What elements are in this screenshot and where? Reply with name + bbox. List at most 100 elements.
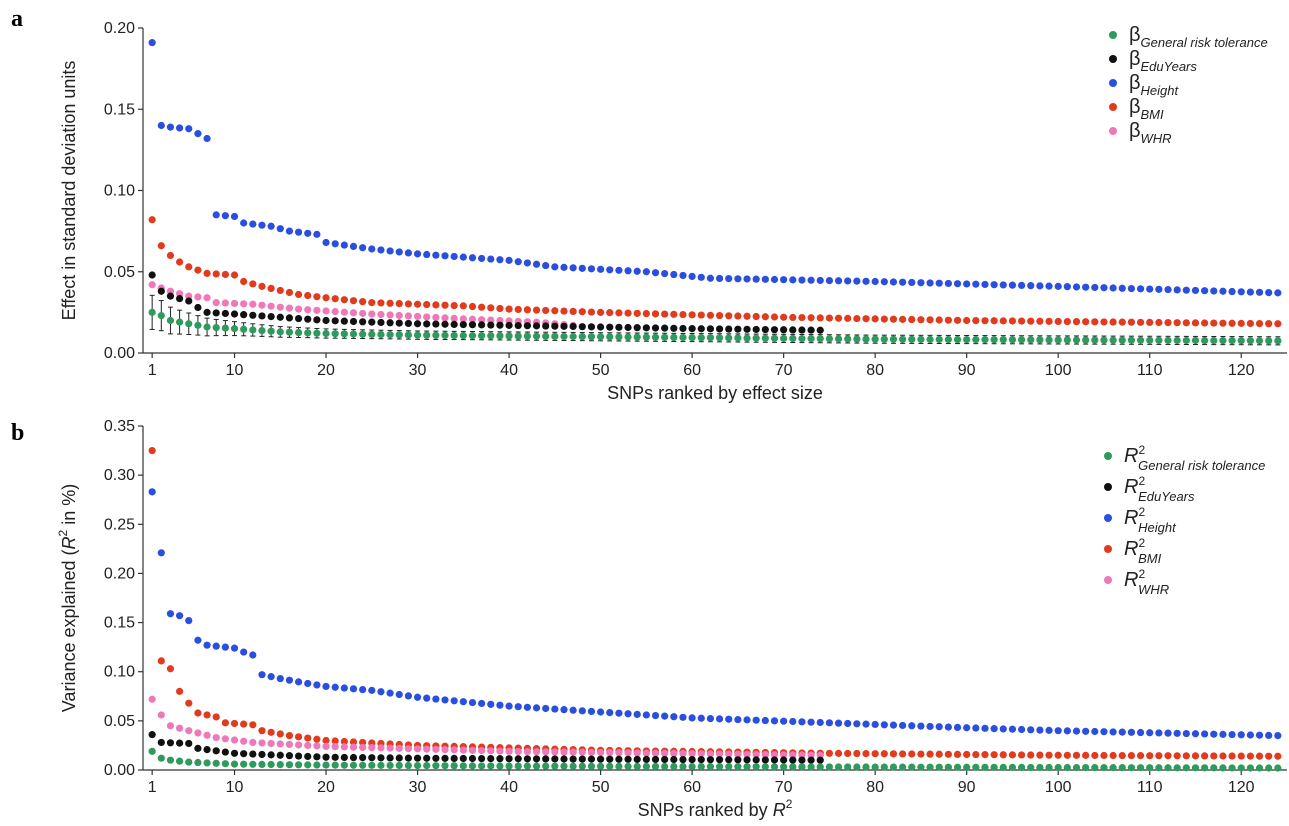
data-point [331, 743, 339, 751]
data-point [322, 682, 330, 691]
data-point [249, 280, 257, 288]
data-point [359, 754, 367, 762]
data-point [230, 644, 239, 652]
data-point [468, 254, 477, 262]
data-point [597, 333, 605, 341]
data-point [1182, 752, 1190, 760]
data-point [1109, 728, 1117, 736]
data-point [587, 707, 596, 716]
data-point [917, 722, 925, 730]
data-point [386, 754, 394, 762]
data-point [752, 763, 760, 771]
data-point [1027, 336, 1035, 344]
data-point [1155, 764, 1163, 772]
data-point [1274, 320, 1282, 328]
data-point [249, 326, 257, 334]
data-point [569, 748, 577, 756]
data-point [1136, 336, 1145, 344]
data-point [670, 324, 678, 332]
data-point [679, 333, 687, 342]
data-point [459, 253, 467, 261]
data-point [514, 321, 522, 330]
data-point [258, 326, 266, 335]
legend-marker-height [1109, 79, 1117, 87]
data-point [304, 329, 312, 337]
data-point [725, 756, 733, 764]
data-point [972, 316, 980, 325]
data-point [212, 309, 220, 317]
data-point [340, 241, 348, 249]
data-point [642, 309, 650, 318]
data-point [551, 322, 559, 330]
data-point [1164, 752, 1172, 760]
data-point [917, 316, 925, 324]
data-point [285, 676, 294, 684]
data-point [505, 305, 513, 313]
data-point [532, 322, 541, 330]
data-point [551, 263, 559, 271]
data-point [368, 754, 376, 762]
data-point [240, 720, 248, 728]
data-point [825, 335, 834, 343]
data-point [377, 310, 385, 319]
data-point [661, 712, 669, 720]
data-point [468, 754, 477, 763]
data-point [194, 758, 202, 767]
data-point [834, 749, 843, 757]
data-point [1136, 728, 1145, 737]
x-tick-label: 1 [148, 779, 157, 796]
data-point [798, 334, 806, 343]
series-bmi [148, 446, 1282, 760]
data-point [413, 250, 422, 258]
data-point [1146, 285, 1154, 293]
data-point [240, 311, 248, 319]
data-point [478, 699, 486, 708]
data-point [304, 229, 312, 237]
x-tick-label: 80 [866, 362, 884, 379]
data-point [514, 755, 522, 763]
data-point [560, 748, 568, 756]
data-point [743, 716, 751, 724]
data-point [1036, 751, 1044, 759]
data-point [487, 754, 495, 763]
data-point [148, 39, 156, 47]
data-point [203, 731, 211, 739]
data-point [953, 335, 962, 344]
data-point [651, 333, 660, 341]
data-point [322, 307, 330, 315]
y-tick-label: 0.15 [104, 615, 135, 632]
data-point [853, 749, 861, 758]
data-point [276, 286, 284, 295]
data-point [1191, 764, 1200, 772]
data-point [377, 761, 385, 769]
data-point [441, 754, 449, 762]
data-point [715, 311, 724, 320]
data-point [1164, 319, 1172, 327]
data-point [780, 756, 788, 764]
data-point [972, 750, 980, 759]
data-point [1109, 751, 1117, 760]
data-point [331, 307, 339, 316]
data-point [240, 760, 248, 768]
data-point [267, 284, 275, 293]
data-point [423, 300, 431, 309]
data-point [1255, 288, 1264, 296]
data-point [166, 251, 175, 260]
data-point [651, 269, 660, 277]
data-point [349, 330, 358, 338]
data-point [999, 336, 1007, 344]
data-point [1082, 318, 1090, 326]
data-point [926, 279, 934, 287]
x-tick-label: 90 [958, 779, 976, 796]
data-point [377, 744, 385, 752]
data-point [258, 739, 266, 747]
data-point [1136, 318, 1145, 326]
data-point [532, 748, 541, 756]
data-point [862, 277, 870, 285]
data-point [761, 763, 769, 771]
data-point [578, 762, 586, 770]
data-point [560, 706, 568, 714]
data-point [670, 310, 678, 318]
data-point [1072, 751, 1081, 759]
data-point [359, 761, 367, 769]
